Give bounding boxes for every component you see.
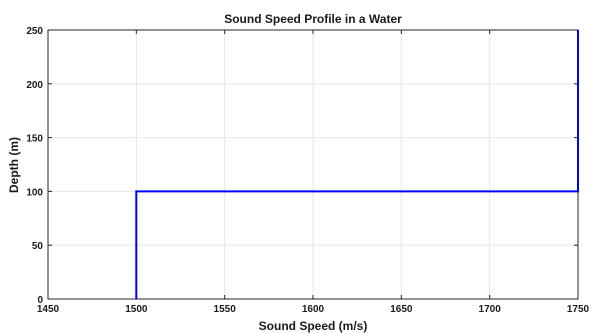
x-tick-label: 1500 bbox=[125, 304, 148, 315]
y-tick-label: 200 bbox=[26, 80, 43, 91]
y-tick-label: 0 bbox=[37, 295, 43, 306]
y-tick-label: 250 bbox=[26, 26, 43, 37]
sound-speed-profile-line bbox=[135, 30, 579, 299]
y-tick-label: 50 bbox=[32, 241, 44, 252]
y-axis-label: Depth (m) bbox=[7, 137, 21, 193]
data-series bbox=[135, 30, 579, 299]
chart-title: Sound Speed Profile in a Water bbox=[224, 12, 402, 26]
x-tick-label: 1600 bbox=[302, 304, 325, 315]
x-tick-labels: 1450 1500 1550 1600 1650 1700 1750 bbox=[37, 304, 590, 315]
x-tick-label: 1750 bbox=[567, 304, 590, 315]
y-tick-label: 100 bbox=[26, 187, 43, 198]
y-tick-labels: 0 50 100 150 200 250 bbox=[26, 26, 43, 306]
x-tick-label: 1700 bbox=[479, 304, 502, 315]
x-tick-label: 1550 bbox=[214, 304, 237, 315]
x-tick-label: 1450 bbox=[37, 304, 60, 315]
x-tick-label: 1650 bbox=[390, 304, 413, 315]
y-tick-label: 150 bbox=[26, 134, 43, 145]
tick-marks bbox=[47, 29, 579, 300]
x-axis-label: Sound Speed (m/s) bbox=[259, 319, 368, 333]
